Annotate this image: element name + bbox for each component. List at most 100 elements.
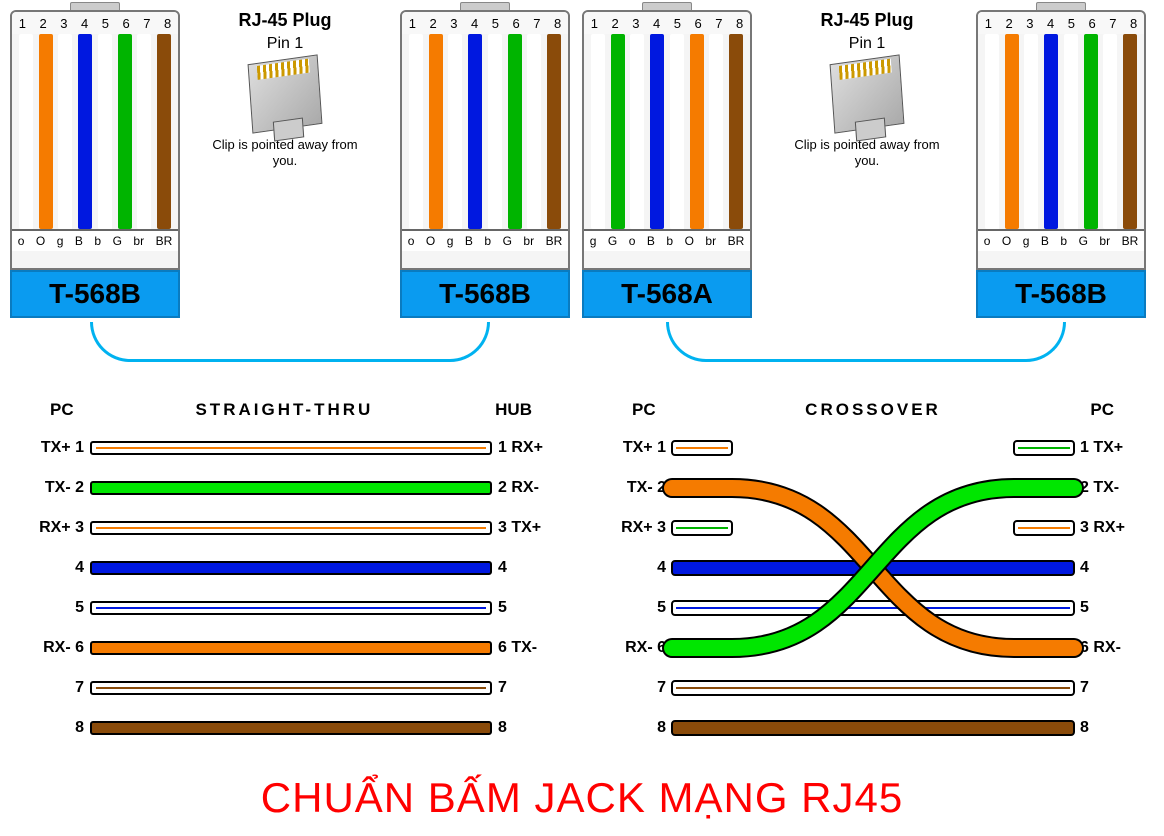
- wire-g: [448, 34, 462, 229]
- pin-number: 3: [450, 16, 457, 31]
- row-label-right: 4: [492, 559, 562, 577]
- wire-BR: [729, 34, 743, 229]
- pin-number: 5: [492, 16, 499, 31]
- pin-number: 1: [19, 16, 26, 31]
- wire-B: [468, 34, 482, 229]
- pin-number: 5: [102, 16, 109, 31]
- rj45-plug-1: 12345678oOgBbGbrBRT-568B: [400, 10, 570, 318]
- wire-br: [527, 34, 541, 229]
- row-label-left: 8: [20, 719, 90, 737]
- code-label: g: [57, 234, 64, 248]
- row-label-left: TX+ 1: [20, 439, 90, 457]
- plug-title: RJ-45 Plug: [210, 10, 360, 31]
- row-label-right: 6 RX-: [1074, 639, 1144, 657]
- pin-number: 4: [1047, 16, 1054, 31]
- cable-loop-0: [90, 322, 490, 362]
- pin-number: 1: [985, 16, 992, 31]
- code-label: o: [18, 234, 25, 248]
- wire-g: [591, 34, 605, 229]
- wire-br: [709, 34, 723, 229]
- pin-number: 4: [471, 16, 478, 31]
- wire-G: [1084, 34, 1098, 229]
- rj45-plug-3: 12345678oOgBbGbrBRT-568B: [976, 10, 1146, 318]
- code-label: g: [1023, 234, 1030, 248]
- plug-3d-icon: [830, 54, 905, 133]
- row-label-left: 5: [20, 599, 90, 617]
- wire-row-1: TX+ 11 TX+: [602, 428, 1144, 468]
- wire-G: [611, 34, 625, 229]
- wire-g: [1024, 34, 1038, 229]
- wire-o: [19, 34, 33, 229]
- wire-row-6: RX- 66 TX-: [20, 628, 562, 668]
- row-label-right: 8: [1074, 719, 1144, 737]
- wire-B: [650, 34, 664, 229]
- code-strip: oOgBbGbrBR: [12, 229, 178, 251]
- row-label-right: 4: [1074, 559, 1144, 577]
- pin-number: 1: [409, 16, 416, 31]
- wire-b: [488, 34, 502, 229]
- pin-number: 3: [1026, 16, 1033, 31]
- pin-number: 8: [1130, 16, 1137, 31]
- wire-bar: [90, 641, 492, 655]
- standard-label: T-568B: [400, 270, 570, 318]
- code-label: G: [113, 234, 122, 248]
- wire-G: [118, 34, 132, 229]
- pin-number: 6: [123, 16, 130, 31]
- code-label: B: [1041, 234, 1049, 248]
- row-label-right: 2 TX-: [1074, 479, 1144, 497]
- pin-number: 2: [612, 16, 619, 31]
- code-label: O: [426, 234, 435, 248]
- wire-row-2: TX- 22 TX-: [602, 468, 1144, 508]
- pinout-header: PCSTRAIGHT-THRUHUB: [20, 400, 562, 420]
- code-label: br: [1099, 234, 1110, 248]
- wire-row-7: 77: [602, 668, 1144, 708]
- code-strip: oOgBbGbrBR: [402, 229, 568, 251]
- code-label: B: [75, 234, 83, 248]
- plug-info-0: RJ-45 PlugPin 1Clip is pointed away from…: [210, 10, 360, 168]
- row-label-right: 5: [492, 599, 562, 617]
- row-label-left: 7: [20, 679, 90, 697]
- code-label: o: [408, 234, 415, 248]
- pin-number: 4: [81, 16, 88, 31]
- wire-row-5: 55: [602, 588, 1144, 628]
- row-label-right: 3 RX+: [1074, 519, 1144, 537]
- standard-label: T-568B: [10, 270, 180, 318]
- wire-row-7: 77: [20, 668, 562, 708]
- row-label-right: 2 RX-: [492, 479, 562, 497]
- row-label-left: 5: [602, 599, 672, 617]
- row-label-right: 3 TX+: [492, 519, 562, 537]
- wire-B: [78, 34, 92, 229]
- wire-O: [39, 34, 53, 229]
- pin-number: 6: [695, 16, 702, 31]
- pin-number: 8: [164, 16, 171, 31]
- wire-bar: [90, 721, 492, 735]
- wire-row-2: TX- 22 RX-: [20, 468, 562, 508]
- code-label: o: [629, 234, 636, 248]
- pin-number: 7: [715, 16, 722, 31]
- bottom-row: PCSTRAIGHT-THRUHUBTX+ 11 RX+TX- 22 RX-RX…: [0, 370, 1164, 760]
- header-right: PC: [1090, 400, 1114, 420]
- wire-O: [429, 34, 443, 229]
- row-label-right: 1 TX+: [1074, 439, 1144, 457]
- wire-br: [1103, 34, 1117, 229]
- plug-title: RJ-45 Plug: [792, 10, 942, 31]
- wire-G: [508, 34, 522, 229]
- wire-b: [98, 34, 112, 229]
- clip-note: Clip is pointed away from you.: [792, 137, 942, 168]
- header-title: STRAIGHT-THRU: [195, 400, 373, 420]
- pin-numbers: 12345678: [978, 12, 1144, 34]
- cable-loop-1: [666, 322, 1066, 362]
- pin-number: 8: [554, 16, 561, 31]
- code-label: G: [503, 234, 512, 248]
- wire-bar: [90, 601, 492, 615]
- wire-br: [137, 34, 151, 229]
- pin-number: 4: [653, 16, 660, 31]
- wire-bar: [90, 681, 492, 695]
- code-label: BR: [1122, 234, 1139, 248]
- code-label: O: [1002, 234, 1011, 248]
- wire-O: [690, 34, 704, 229]
- code-label: br: [133, 234, 144, 248]
- wire-row-3: RX+ 33 RX+: [602, 508, 1144, 548]
- row-label-right: 8: [492, 719, 562, 737]
- row-label-left: 4: [602, 559, 672, 577]
